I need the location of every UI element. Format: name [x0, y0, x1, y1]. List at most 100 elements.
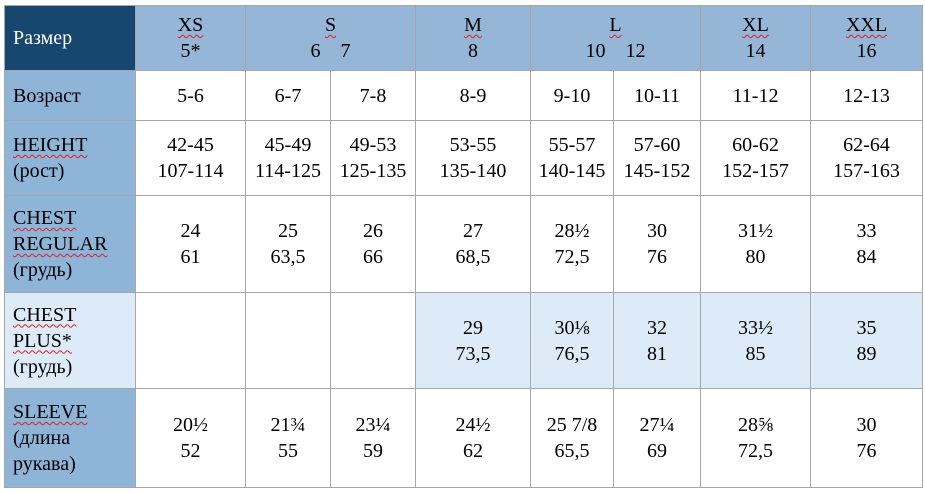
cell-text: Возраст — [13, 84, 81, 107]
cell-line: 27 — [416, 218, 530, 244]
size-cell: 33½ 85 — [700, 292, 811, 389]
cell-line: 84 — [811, 244, 922, 270]
cell-text: 33 — [856, 220, 877, 242]
cell-text: 9-10 — [553, 84, 591, 107]
size-cell: 29 73,5 — [415, 292, 531, 389]
cell-text: 76 — [856, 440, 877, 462]
cell-text: 107-114 — [157, 160, 224, 182]
cell-text: 145-152 — [623, 160, 691, 182]
table-row: HEIGHT (рост) 42-45 107-114 45-49 114-125 49-5… — [4, 120, 923, 196]
cell-line: 72,5 — [701, 438, 810, 464]
size-cell: 6-7 — [245, 70, 331, 121]
cell-line: 55-57 — [531, 132, 613, 158]
cell-line: 9-10 — [531, 83, 613, 109]
cell-text: 68,5 — [455, 246, 491, 268]
header-label: Размер — [4, 5, 136, 71]
cell-text: 30 — [856, 414, 877, 436]
cell-text: 52 — [180, 440, 201, 462]
cell-line: 27¼ — [614, 412, 700, 438]
cell-line: 49-53 — [331, 132, 415, 158]
size-cell: 57-60 145-152 — [613, 120, 701, 196]
cell-line: 145-152 — [614, 158, 700, 184]
cell-line: 89 — [811, 341, 922, 367]
cell-text: REGULAR — [13, 233, 108, 255]
cell-line: 152-157 — [701, 158, 810, 184]
size-group: L 10 12 — [530, 5, 701, 71]
cell-text: 59 — [363, 440, 383, 462]
row-label: SLEEVE (длина рукава) — [4, 388, 136, 488]
cell-line: 33 — [811, 218, 922, 244]
cell-line: (длина — [13, 425, 135, 451]
size-cell: 10-11 — [613, 70, 701, 121]
cell-line: 11-12 — [701, 83, 810, 109]
cell-text: 45-49 — [264, 134, 312, 156]
size-cell: 27¼ 69 — [613, 388, 701, 488]
cell-text: 61 — [180, 246, 201, 268]
row-label: CHEST REGULAR (грудь) — [4, 195, 136, 293]
cell-line: 24½ — [416, 412, 530, 438]
cell-line: 5* — [136, 38, 245, 64]
size-cell: 30 76 — [810, 388, 923, 488]
size-cell: 25 63,5 — [245, 195, 331, 293]
cell-line: CHEST — [13, 302, 135, 328]
cell-text: 6-7 — [274, 84, 302, 107]
cell-line: 53-55 — [416, 132, 530, 158]
cell-line: 14 — [701, 38, 810, 64]
cell-text: 69 — [647, 440, 667, 462]
row-label: Возраст — [4, 70, 136, 121]
cell-line: 80 — [701, 244, 810, 270]
size-cell: 45-49 114-125 — [245, 120, 331, 196]
cell-text: (грудь) — [13, 355, 73, 378]
cell-line: 69 — [614, 438, 700, 464]
cell-line: 7-8 — [331, 83, 415, 109]
cell-text: 25 7/8 — [546, 414, 598, 436]
cell-text: 53-55 — [449, 134, 497, 156]
cell-line: HEIGHT — [13, 132, 135, 158]
size-cell: 21¾ 55 — [245, 388, 331, 488]
cell-line: 8-9 — [416, 83, 530, 109]
cell-text: 42-45 — [167, 134, 214, 156]
size-cell: 7-8 — [330, 70, 416, 121]
cell-text: 76 — [647, 246, 667, 268]
cell-text: 8-9 — [459, 84, 487, 107]
cell-text: 157-163 — [833, 160, 900, 182]
size-group: XXL 16 — [810, 5, 923, 71]
size-cell — [330, 292, 416, 389]
cell-text: 27 — [463, 220, 483, 242]
cell-text: 16 — [856, 40, 877, 62]
cell-text: 72,5 — [554, 246, 590, 268]
cell-text: Размер — [13, 27, 73, 49]
cell-text: 28⅝ — [738, 414, 773, 436]
cell-text: 89 — [856, 342, 877, 365]
cell-text: 49-53 — [349, 134, 397, 156]
size-cell: 9-10 — [530, 70, 614, 121]
size-cell: 60-62 152-157 — [700, 120, 811, 196]
cell-line: 25 — [246, 218, 330, 244]
cell-line: (грудь) — [13, 257, 135, 283]
cell-text: 30⅛ — [554, 316, 590, 339]
cell-line: 66 — [331, 244, 415, 270]
cell-text: 65,5 — [554, 440, 590, 462]
cell-text: CHEST — [13, 207, 77, 229]
cell-text: 10-11 — [634, 84, 680, 107]
cell-text: 72,5 — [738, 440, 773, 462]
cell-text: 55 — [278, 440, 298, 462]
cell-text: 25 — [278, 220, 298, 242]
cell-line: Возраст — [13, 83, 135, 109]
size-cell: 8-9 — [415, 70, 531, 121]
cell-line: (рост) — [13, 158, 135, 184]
cell-line: 52 — [136, 438, 245, 464]
cell-text: 85 — [745, 342, 766, 365]
cell-line: 114-125 — [246, 158, 330, 184]
cell-text: 14 — [745, 40, 766, 62]
cell-text: 32 — [647, 316, 667, 339]
cell-text: 152-157 — [722, 160, 789, 182]
cell-line: 65,5 — [531, 438, 613, 464]
cell-text: 33½ — [738, 316, 773, 339]
row-label: HEIGHT (рост) — [4, 120, 136, 196]
size-cell: 28½ 72,5 — [530, 195, 614, 293]
cell-line: 68,5 — [416, 244, 530, 270]
cell-text: 5* — [180, 40, 201, 62]
